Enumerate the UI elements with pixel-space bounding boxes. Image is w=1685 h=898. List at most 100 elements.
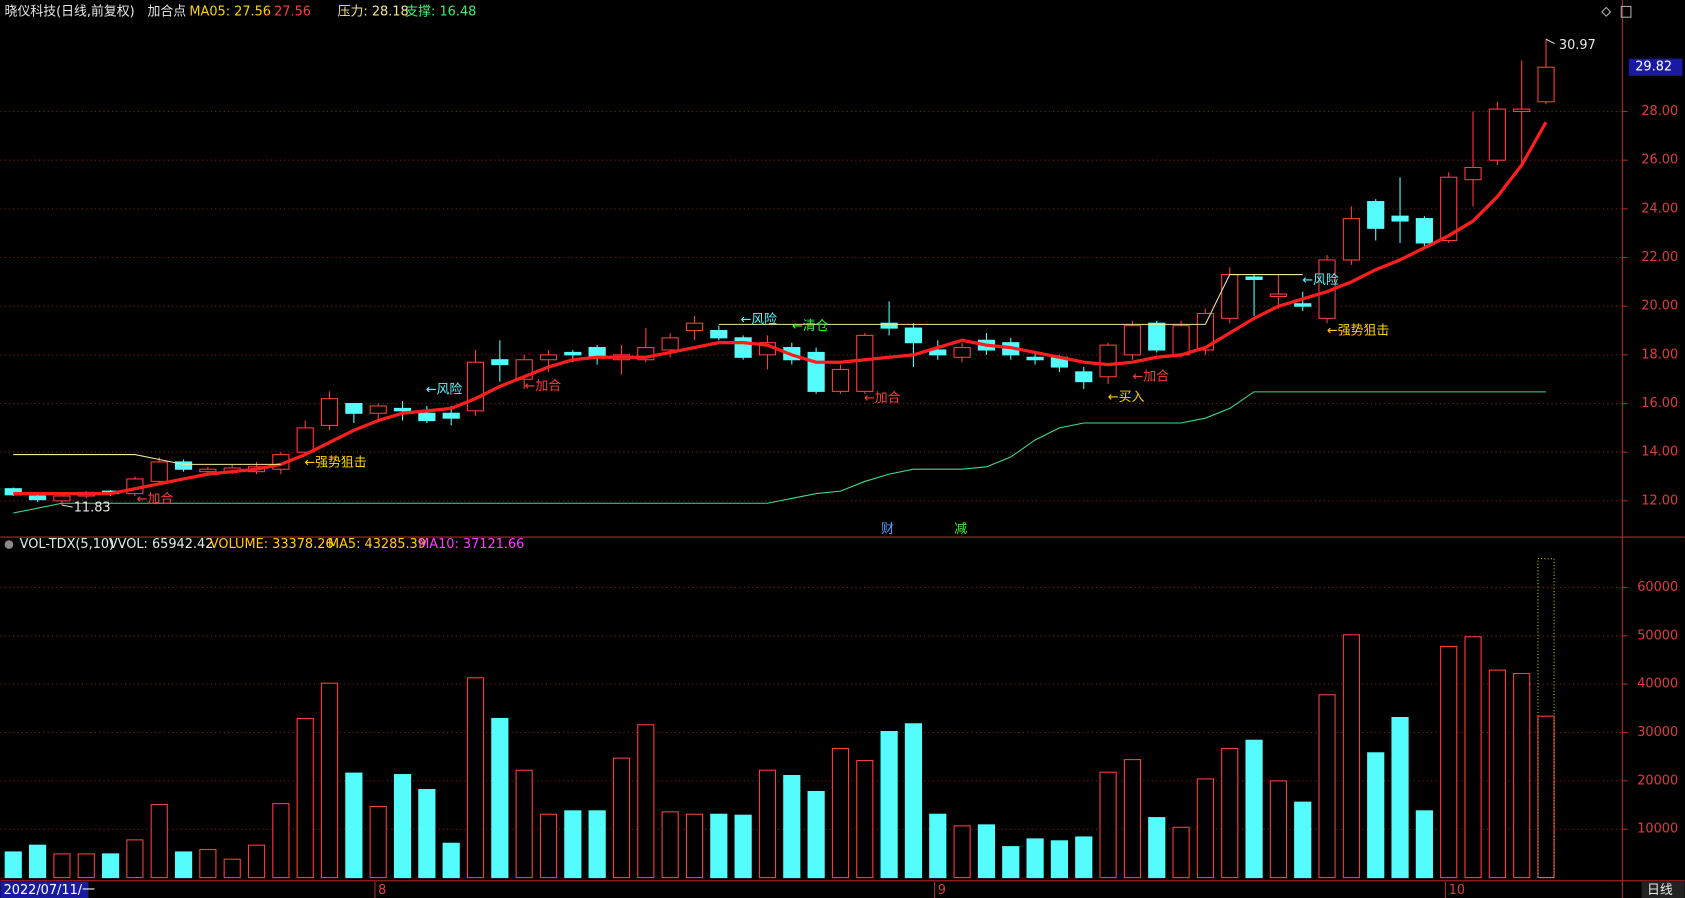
candle-body xyxy=(1367,201,1385,229)
volume-bar xyxy=(1148,817,1166,879)
volume-bar xyxy=(4,851,22,879)
volume-bar xyxy=(1221,747,1239,879)
candle-body xyxy=(1123,325,1142,356)
legend-item: MA5: 43285.39 xyxy=(328,537,426,552)
volume-bar xyxy=(588,810,606,879)
event-marker: 减 xyxy=(954,522,967,537)
volume-bar xyxy=(953,825,971,879)
annotation: ←买入 xyxy=(1108,390,1145,405)
volume-bar xyxy=(612,757,631,879)
candle-body xyxy=(296,427,314,453)
max-label: 30.97 xyxy=(1559,38,1596,53)
x-tick-label: 9 xyxy=(938,883,946,898)
date-box xyxy=(0,881,89,898)
candle-body xyxy=(734,337,752,358)
min-pointer xyxy=(61,504,73,508)
annotation: ←清仓 xyxy=(792,319,829,334)
candle-body xyxy=(1269,293,1287,297)
volume-bar xyxy=(101,853,120,879)
volume-bar xyxy=(515,769,533,879)
legend-item: 支撑: 16.48 xyxy=(405,4,476,19)
volume-bar xyxy=(393,774,412,879)
candle-body xyxy=(1221,274,1239,319)
volume-bar xyxy=(369,805,387,879)
candle-body xyxy=(1172,325,1190,356)
x-tick-label: 10 xyxy=(1449,883,1465,898)
candle-body xyxy=(929,349,947,356)
x-tick-label: 2022/07/11/一 xyxy=(4,883,96,898)
candle-body xyxy=(1391,215,1409,222)
volume-bar xyxy=(466,677,485,879)
period-label: 日线 xyxy=(1647,883,1673,898)
volume-bar xyxy=(1488,669,1506,879)
candle-body xyxy=(1099,344,1117,378)
volume-bar xyxy=(1513,672,1531,879)
volume-bar xyxy=(856,760,874,879)
candle-body xyxy=(53,495,71,502)
volume-bar xyxy=(685,813,704,879)
candle-body xyxy=(710,329,728,339)
toolbar-icon[interactable] xyxy=(1620,5,1632,18)
volume-bar xyxy=(77,853,95,879)
volume-bar xyxy=(734,814,752,879)
annotation: ←强势狙击 xyxy=(1327,322,1389,338)
annotation: ←加合 xyxy=(864,391,901,406)
volume-bar xyxy=(1342,634,1360,879)
candle-body xyxy=(1513,108,1531,113)
y-tick-label: 60000 xyxy=(1637,580,1678,595)
volume-bar xyxy=(710,813,728,879)
volume-bar xyxy=(320,682,339,879)
volume-bar xyxy=(126,839,144,879)
y-tick-label: 50000 xyxy=(1637,628,1678,643)
candle-body xyxy=(831,368,850,392)
max-pointer xyxy=(1545,38,1555,45)
candle-body xyxy=(28,495,47,501)
volume-bar xyxy=(1415,810,1433,879)
toolbar-icon[interactable] xyxy=(1601,6,1612,17)
candle-body xyxy=(564,351,582,356)
candle-body xyxy=(880,322,898,329)
legend-item: 压力: 28.18 xyxy=(338,4,409,19)
volume-bar xyxy=(1123,759,1142,879)
candle-body xyxy=(320,398,339,426)
volume-bar xyxy=(831,747,850,879)
volume-bar xyxy=(807,790,825,879)
panel-icon[interactable] xyxy=(4,540,14,549)
candle-body xyxy=(150,461,168,482)
candle-body xyxy=(174,461,193,470)
volume-bar xyxy=(1537,715,1555,879)
volume-bar xyxy=(1318,694,1336,879)
volume-bar xyxy=(880,731,898,879)
volume-bar xyxy=(174,851,193,879)
candle-body xyxy=(807,351,825,392)
period-box xyxy=(1641,881,1685,898)
annotation: ←风险 xyxy=(1302,273,1339,288)
y-tick-label: 10000 xyxy=(1637,822,1678,837)
indicator-line xyxy=(13,274,1303,465)
y-tick-label: 22.00 xyxy=(1641,250,1678,265)
candle-body xyxy=(1026,356,1044,361)
volume-bar xyxy=(1367,752,1385,879)
x-tick-label: 8 xyxy=(378,883,386,898)
candle-body xyxy=(1075,371,1093,383)
volume-bar xyxy=(1002,846,1020,879)
candle-body xyxy=(1342,218,1360,261)
candle-body xyxy=(393,407,412,412)
annotation: ←加合 xyxy=(525,379,562,394)
volume-bar xyxy=(442,842,460,879)
candle-body xyxy=(1440,176,1458,242)
volume-bar xyxy=(783,775,801,879)
candle-body xyxy=(442,412,460,419)
chart-title: 晓仪科技(日线,前复权) xyxy=(5,3,135,19)
event-marker: 财 xyxy=(881,522,894,537)
candle-body xyxy=(904,327,923,344)
y-tick-label: 24.00 xyxy=(1641,201,1678,216)
volume-bar xyxy=(977,824,996,879)
candle-body xyxy=(1415,218,1433,244)
candle-body xyxy=(345,402,363,414)
volume-bar xyxy=(1440,645,1458,879)
volume-bar xyxy=(929,813,947,879)
candle-body xyxy=(369,405,387,414)
annotation: ←风险 xyxy=(740,313,777,328)
